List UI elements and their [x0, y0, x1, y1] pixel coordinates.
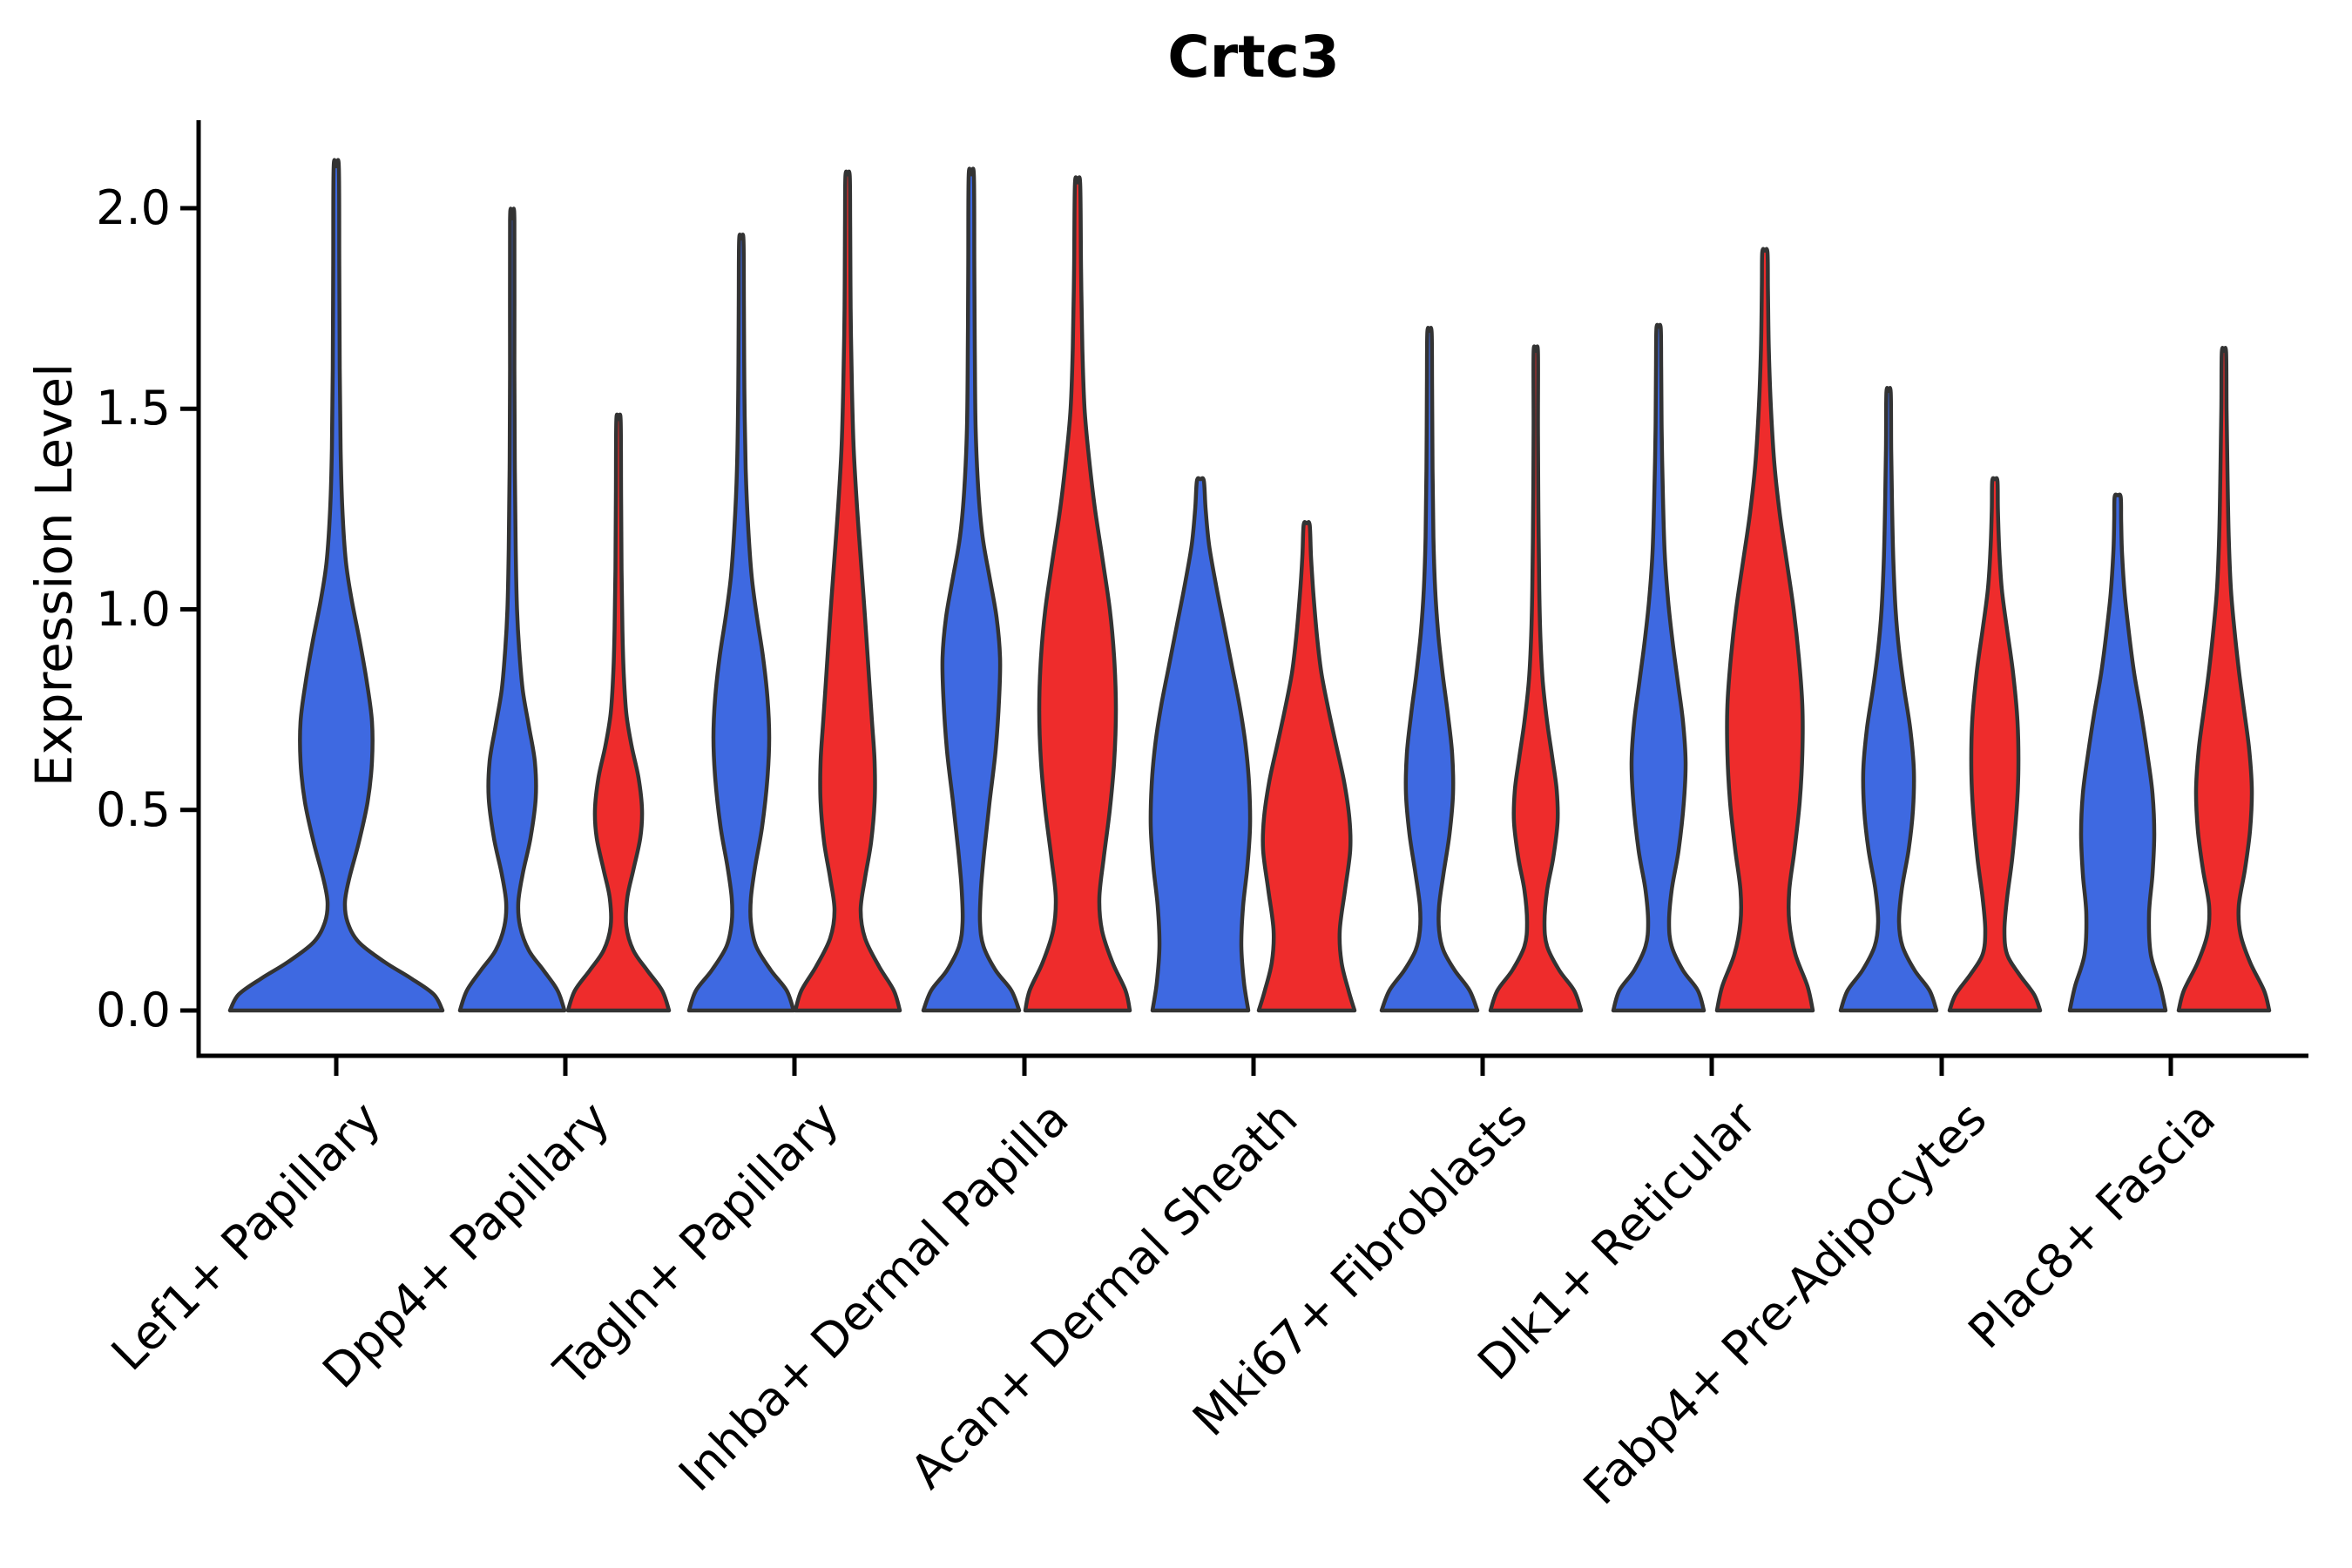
- y-tick-label: 0.0: [96, 983, 171, 1037]
- violin-2-blue: [686, 233, 796, 1013]
- violin-4-red: [1256, 520, 1357, 1013]
- chart-title: Crtc3: [1167, 24, 1340, 91]
- violin-0-blue: [227, 158, 445, 1013]
- violin-5-blue: [1379, 326, 1480, 1013]
- violin-7-red: [1947, 476, 2043, 1013]
- y-tick-label: 1.0: [96, 581, 171, 637]
- violin-8-red: [2176, 346, 2272, 1013]
- violin-2-red: [793, 169, 902, 1013]
- y-tick-label: 2.0: [96, 180, 171, 235]
- violin-6-red: [1714, 247, 1815, 1013]
- y-tick-label: 0.5: [96, 781, 171, 837]
- violin-1-red: [565, 412, 672, 1013]
- violin-3-red: [1023, 175, 1132, 1013]
- violin-3-blue: [921, 166, 1022, 1013]
- y-tick-label: 1.5: [96, 381, 171, 436]
- violin-1-blue: [457, 206, 567, 1013]
- violin-8-blue: [2067, 492, 2168, 1013]
- violin-4-blue: [1148, 476, 1253, 1013]
- violin-6-blue: [1611, 322, 1707, 1013]
- violin-5-red: [1488, 344, 1584, 1013]
- violin-7-blue: [1838, 386, 1939, 1013]
